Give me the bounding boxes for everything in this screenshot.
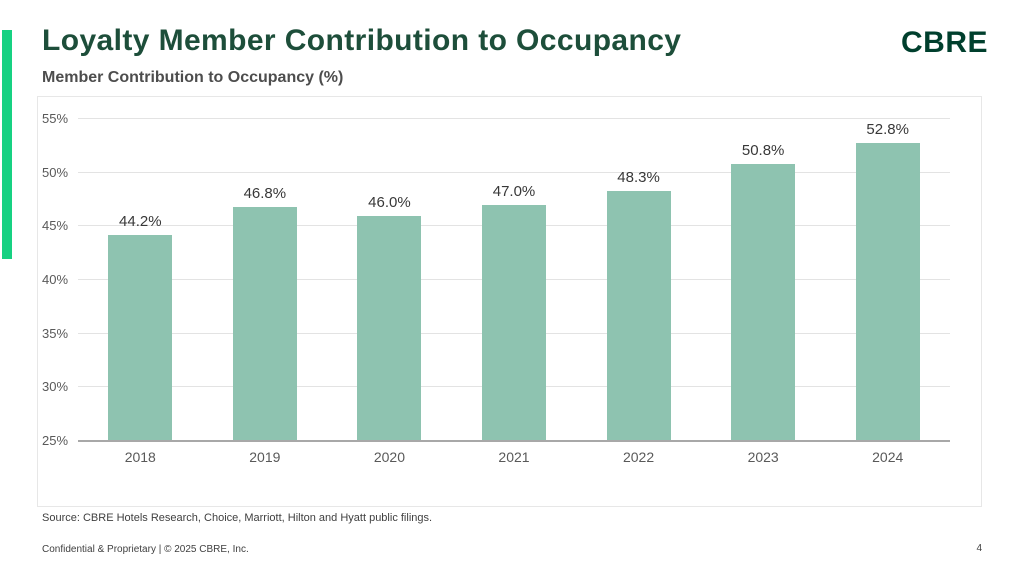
x-axis-tick-2019: 2019	[249, 449, 281, 465]
bar-2024	[855, 142, 920, 441]
bar-2020	[357, 215, 422, 441]
x-axis-tick-2022: 2022	[622, 449, 655, 465]
bar-value-label-2020: 46.0%	[368, 193, 411, 211]
y-axis-tick: 45%	[42, 218, 69, 234]
x-axis-tick-2024: 2024	[872, 449, 904, 465]
y-axis-tick: 50%	[42, 164, 69, 180]
y-axis-tick: 30%	[42, 379, 69, 395]
bar-value-label-2021: 47.0%	[492, 182, 536, 200]
y-axis-tick: 55%	[42, 111, 69, 126]
bar-2018	[108, 234, 173, 441]
page-number: 4	[976, 543, 982, 554]
bar-value-label-2024: 52.8%	[866, 120, 909, 138]
bar-2021	[482, 204, 546, 441]
bar-value-label-2022: 48.3%	[617, 168, 660, 186]
y-axis-tick: 40%	[42, 272, 69, 287]
page-title: Loyalty Member Contribution to Occupancy	[42, 24, 682, 57]
bar-2019	[232, 207, 297, 441]
y-axis-tick: 25%	[42, 433, 69, 448]
bar-2022	[606, 190, 671, 441]
chart-container: 25% 30% 35% 40% 45% 50% 55% 44.2% 2018 46.8% 2019…	[37, 96, 982, 507]
footer-confidential: Confidential & Proprietary | © 2025 CBRE…	[42, 544, 249, 555]
x-axis-tick-2023: 2023	[747, 449, 779, 465]
source-note: Source: CBRE Hotels Research, Choice, Ma…	[42, 512, 433, 524]
plot-area: 44.2% 2018 46.8% 2019 46.0% 2020 47.0% 2021 48.3…	[78, 118, 950, 465]
gridline	[78, 118, 950, 119]
chart-title: Member Contribution to Occupancy (%)	[42, 69, 344, 86]
x-axis-tick-2020: 2020	[373, 449, 405, 465]
bar-value-label-2023: 50.8%	[741, 142, 785, 160]
x-axis-tick-2018: 2018	[124, 449, 156, 465]
x-axis-tick-2021: 2021	[498, 449, 530, 465]
gridline	[78, 171, 950, 173]
cbre-logo: CBRE	[900, 26, 988, 59]
y-axis: 25% 30% 35% 40% 45% 50% 55%	[42, 111, 74, 448]
bar-2023	[731, 164, 796, 441]
bar-value-label-2019: 46.8%	[243, 185, 287, 203]
bar-value-label-2018: 44.2%	[119, 212, 162, 230]
accent-bar	[2, 30, 12, 259]
x-axis-line	[78, 440, 950, 442]
y-axis-tick: 35%	[42, 325, 69, 341]
